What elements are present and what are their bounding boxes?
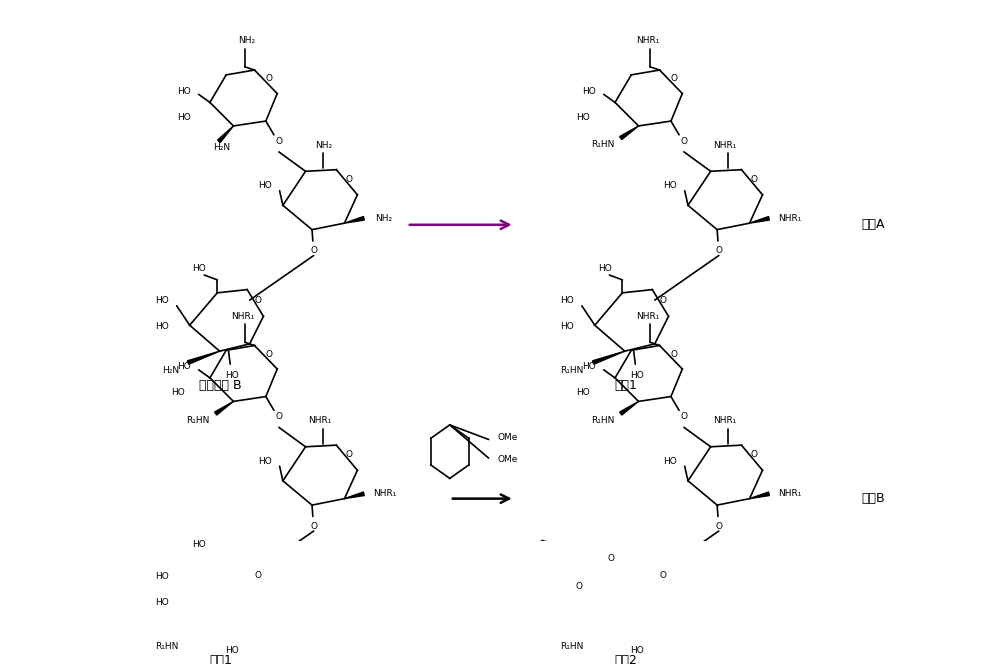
- Polygon shape: [620, 402, 639, 415]
- Text: O: O: [575, 582, 582, 591]
- Text: 反应A: 反应A: [861, 218, 884, 231]
- Polygon shape: [218, 126, 233, 143]
- Text: HO: HO: [577, 112, 590, 122]
- Polygon shape: [593, 351, 625, 365]
- Text: O: O: [671, 350, 678, 359]
- Text: NHR₁: NHR₁: [231, 312, 255, 321]
- Polygon shape: [215, 402, 233, 415]
- Text: HO: HO: [258, 181, 272, 191]
- Text: H₂N: H₂N: [162, 366, 179, 375]
- Text: HO: HO: [258, 457, 272, 466]
- Text: HO: HO: [225, 371, 239, 380]
- Text: R₁HN: R₁HN: [591, 416, 615, 424]
- Text: NH₂: NH₂: [375, 214, 392, 223]
- Text: OMe: OMe: [498, 456, 518, 464]
- Text: NHR₁: NHR₁: [714, 416, 737, 426]
- Text: O: O: [659, 571, 666, 580]
- Text: O: O: [310, 246, 317, 255]
- Text: HO: HO: [560, 322, 574, 331]
- Text: O: O: [659, 295, 666, 305]
- Polygon shape: [187, 627, 220, 639]
- Text: 卡那霌素 B: 卡那霌素 B: [199, 378, 242, 392]
- Polygon shape: [344, 216, 364, 223]
- Text: O: O: [346, 175, 353, 184]
- Text: O: O: [254, 295, 261, 305]
- Text: O: O: [671, 74, 678, 84]
- Polygon shape: [187, 351, 220, 365]
- Text: O: O: [346, 450, 353, 459]
- Text: R₁HN: R₁HN: [591, 140, 615, 149]
- Text: NHR₁: NHR₁: [714, 141, 737, 150]
- Text: O: O: [310, 522, 317, 531]
- Text: NHR₁: NHR₁: [637, 312, 660, 321]
- Text: OMe: OMe: [498, 432, 518, 442]
- Text: 产甅2: 产甅2: [614, 654, 637, 664]
- Text: R₁HN: R₁HN: [560, 366, 584, 375]
- Text: R₁HN: R₁HN: [155, 641, 179, 651]
- Polygon shape: [750, 492, 769, 499]
- Text: HO: HO: [177, 86, 191, 96]
- Text: NHR₁: NHR₁: [637, 37, 660, 45]
- Text: HO: HO: [630, 647, 644, 655]
- Polygon shape: [620, 126, 639, 139]
- Text: HO: HO: [577, 388, 590, 397]
- Text: 产甅1: 产甅1: [614, 378, 637, 392]
- Text: O: O: [715, 246, 722, 255]
- Text: HO: HO: [155, 322, 169, 331]
- Text: 反应B: 反应B: [861, 492, 885, 505]
- Text: HO: HO: [560, 296, 574, 305]
- Text: O: O: [607, 554, 614, 563]
- Text: HO: HO: [171, 388, 185, 397]
- Text: O: O: [751, 450, 758, 459]
- Text: HO: HO: [663, 181, 677, 191]
- Text: HO: HO: [663, 457, 677, 466]
- Text: R₁HN: R₁HN: [560, 641, 584, 651]
- Text: O: O: [275, 412, 282, 421]
- Text: HO: HO: [177, 112, 191, 122]
- Text: O: O: [266, 350, 273, 359]
- Polygon shape: [344, 492, 364, 499]
- Text: HO: HO: [225, 647, 239, 655]
- Text: HO: HO: [582, 362, 596, 371]
- Text: HO: HO: [177, 362, 191, 371]
- Text: O: O: [254, 571, 261, 580]
- Text: R₁HN: R₁HN: [186, 416, 209, 424]
- Text: O: O: [680, 137, 687, 146]
- Text: NH₂: NH₂: [238, 37, 255, 45]
- Text: HO: HO: [155, 598, 169, 607]
- Polygon shape: [750, 216, 769, 223]
- Text: HO: HO: [193, 264, 206, 273]
- Text: HO: HO: [155, 296, 169, 305]
- Text: HO: HO: [582, 86, 596, 96]
- Text: HO: HO: [598, 264, 611, 273]
- Text: NH₂: NH₂: [315, 141, 332, 150]
- Text: O: O: [751, 175, 758, 184]
- Text: O: O: [715, 522, 722, 531]
- Text: NHR₁: NHR₁: [373, 489, 397, 498]
- Text: O: O: [680, 412, 687, 421]
- Text: NHR₁: NHR₁: [778, 489, 802, 498]
- Text: NHR₁: NHR₁: [778, 214, 802, 223]
- Text: NHR₁: NHR₁: [308, 416, 332, 426]
- Text: H₂N: H₂N: [214, 143, 231, 152]
- Text: O: O: [275, 137, 282, 146]
- Text: 产甅1: 产甅1: [209, 654, 232, 664]
- Text: HO: HO: [193, 540, 206, 548]
- Text: HO: HO: [155, 572, 169, 581]
- Text: HO: HO: [630, 371, 644, 380]
- Polygon shape: [593, 627, 625, 639]
- Text: O: O: [266, 74, 273, 84]
